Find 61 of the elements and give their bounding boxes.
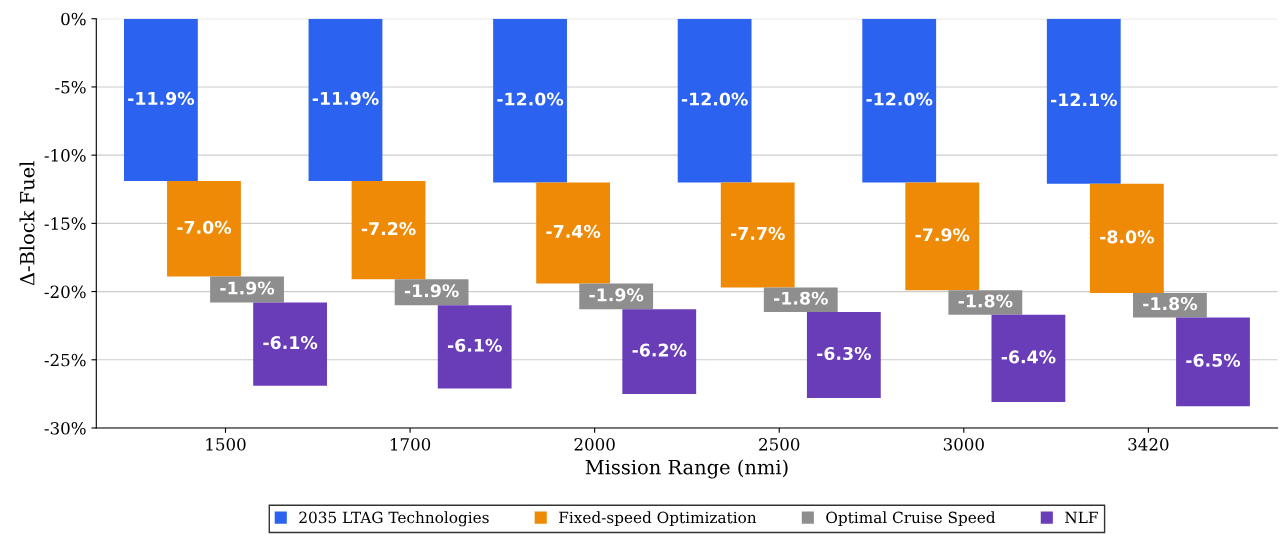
bar [720, 182, 795, 288]
x-tick-label: 1700 [390, 438, 431, 451]
bar [123, 18, 198, 182]
bar [536, 182, 611, 284]
y-tick-label: -10% [44, 149, 86, 162]
data-label: -11.9% [128, 91, 195, 105]
bar [622, 309, 697, 394]
legend-label: Optimal Cruise Speed [826, 511, 996, 527]
data-label: -1.8% [1143, 297, 1198, 311]
data-label: -6.4% [1001, 350, 1056, 364]
bar [862, 18, 937, 183]
x-axis-title: Mission Range (nmi) [585, 459, 788, 479]
data-label: -1.9% [589, 288, 644, 302]
bar [437, 305, 512, 389]
x-tick-label: 1500 [206, 438, 246, 451]
bar [806, 312, 881, 398]
y-tick-label: -5% [55, 80, 86, 94]
bar [1176, 317, 1250, 407]
data-label: -1.9% [404, 284, 459, 298]
data-label: -7.4% [546, 224, 601, 238]
data-label: -7.9% [915, 228, 970, 242]
x-tick-label: 3420 [1128, 438, 1169, 451]
data-label: -6.1% [447, 338, 502, 352]
data-label: -1.9% [220, 281, 275, 295]
data-label: -8.0% [1100, 230, 1154, 244]
x-tick-label: 3000 [943, 438, 984, 451]
bar [493, 18, 567, 183]
data-label: -1.8% [958, 294, 1013, 308]
data-label: -12.0% [866, 92, 933, 106]
y-tick-label: -15% [44, 217, 86, 230]
data-label: -6.2% [632, 343, 687, 357]
bar [308, 18, 383, 182]
data-label: -6.3% [817, 346, 871, 361]
data-label: -12.0% [497, 92, 564, 106]
legend-label: 2035 LTAG Technologies [299, 511, 489, 527]
bar [1089, 183, 1164, 293]
x-tick-label: 2000 [574, 438, 615, 451]
y-tick-label: 0% [61, 12, 86, 26]
bar [253, 302, 328, 386]
data-label: -7.2% [361, 222, 416, 236]
y-tick-label: -30% [44, 421, 86, 435]
data-label: -7.0% [177, 220, 232, 234]
legend-label: NLF [1065, 511, 1098, 524]
data-label: -1.8% [774, 291, 828, 305]
bar [905, 182, 980, 291]
data-label: -11.9% [312, 91, 379, 105]
y-axis-title: Δ-Block Fuel [19, 161, 35, 286]
bar [991, 314, 1066, 403]
bar [167, 181, 241, 277]
data-label: -12.0% [681, 92, 748, 106]
y-tick-label: -25% [44, 353, 86, 367]
x-tick-label: 2500 [759, 438, 800, 451]
bar [351, 181, 426, 280]
bar [677, 18, 752, 183]
data-label: -6.5% [1186, 353, 1241, 367]
y-tick-label: -20% [44, 285, 86, 299]
data-label: -7.7% [730, 226, 785, 240]
data-label: -12.1% [1051, 93, 1117, 107]
legend-label: Fixed-speed Optimization [559, 511, 757, 527]
bar [1046, 18, 1121, 184]
data-label: -6.1% [263, 336, 318, 350]
